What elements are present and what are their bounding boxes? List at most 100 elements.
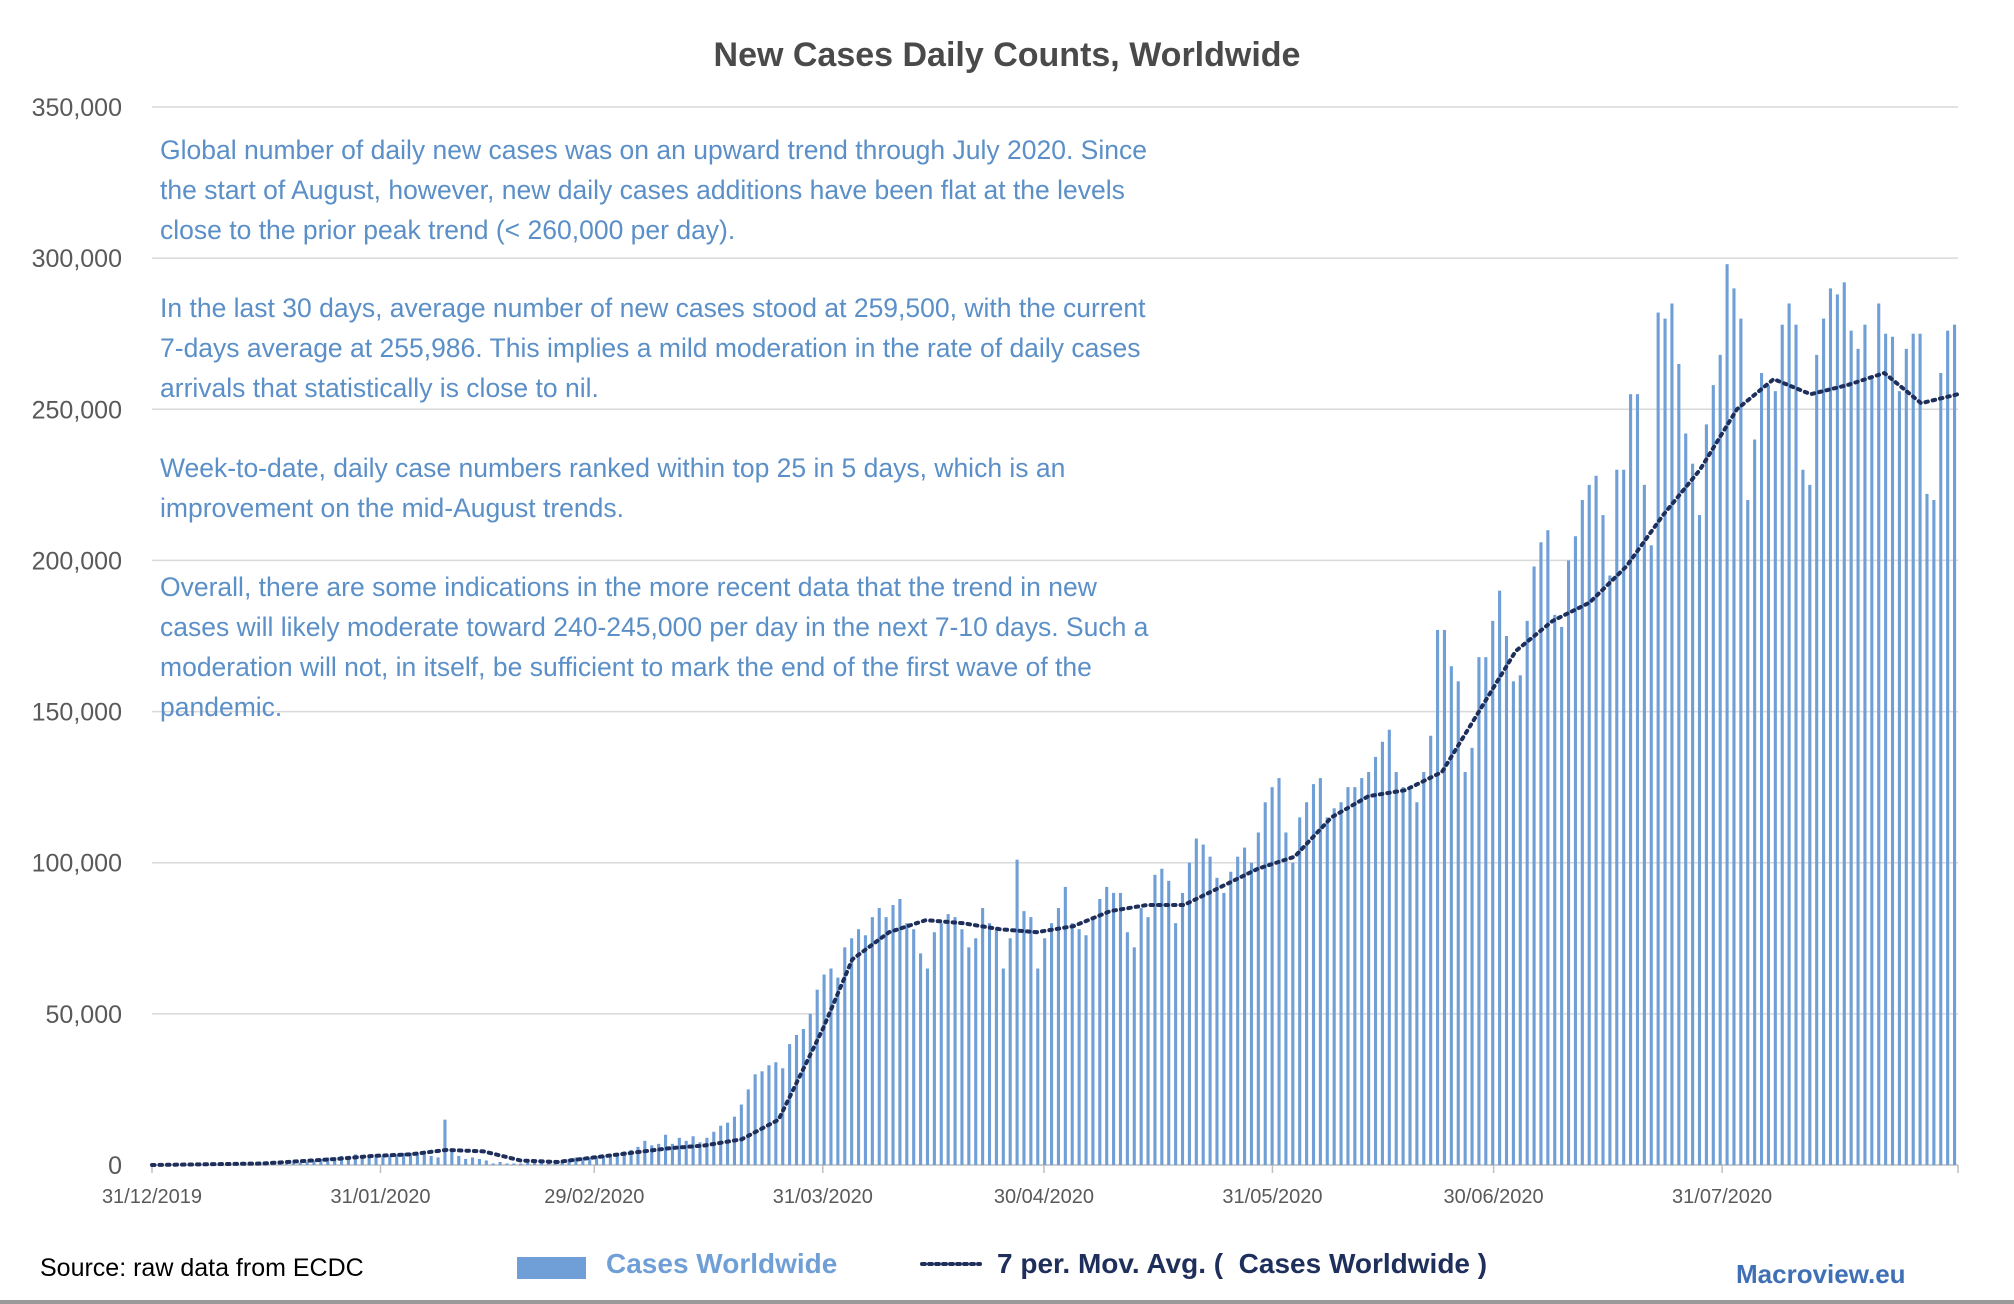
case-bar [319,1158,323,1165]
case-bar [698,1142,702,1165]
legend-line-label: 7 per. Mov. Avg. ( Cases Worldwide ) [997,1248,1488,1279]
case-bar [1318,778,1322,1165]
case-bar [967,947,971,1165]
case-bar [863,935,867,1165]
brand-logo-text[interactable]: Macroview.eu [1736,1259,1906,1289]
case-bar [746,1089,750,1165]
case-bar [408,1152,413,1165]
case-bar [1491,620,1495,1165]
case-bar [1801,469,1805,1165]
case-bar [739,1104,743,1165]
case-bar [932,932,936,1165]
case-bar [1828,288,1833,1165]
case-bar [588,1157,592,1165]
case-bar [346,1155,351,1165]
case-bar [1263,802,1267,1165]
case-bar [470,1157,475,1165]
case-bar [1670,303,1674,1165]
case-bar [1284,832,1288,1165]
case-bar [1077,929,1081,1165]
case-bar [1180,892,1185,1165]
case-bar [1187,862,1191,1165]
case-bar [443,1119,447,1165]
case-bar [1305,802,1309,1165]
case-bar [1932,499,1936,1165]
x-tick-label: 31/05/2020 [1222,1186,1322,1208]
case-bar [1711,385,1715,1165]
case-bar [388,1155,392,1165]
case-bar [1759,373,1764,1165]
case-bar [1008,938,1012,1165]
case-bar [1436,629,1440,1165]
case-bar [395,1154,399,1165]
case-bar [505,1163,509,1165]
case-bar [1608,575,1612,1165]
annotation-paragraph-4: Overall, there are some indications in t… [160,572,1149,722]
case-bar [1380,741,1384,1165]
case-bar [1243,847,1247,1165]
case-bar [1132,947,1136,1165]
case-bar [422,1154,426,1165]
case-bar [1511,681,1515,1165]
case-bar [684,1140,688,1165]
case-bar [402,1152,406,1165]
case-bar [925,968,930,1165]
case-bar [1194,838,1198,1165]
case-bar [850,938,854,1165]
source-note: Source: raw data from ECDC [40,1254,364,1282]
case-bar [1270,787,1274,1165]
case-bar [595,1155,599,1165]
legend-line-swatch [920,1262,982,1266]
case-bar [574,1157,578,1165]
case-bar [1842,282,1846,1166]
case-bar [1870,379,1874,1165]
case-bar [788,1044,792,1165]
case-bar [436,1157,440,1165]
case-bar [905,923,909,1165]
case-bar [1050,923,1054,1165]
case-bar [1229,871,1233,1165]
case-bar [719,1125,723,1165]
case-bar [1422,772,1426,1165]
case-bar [1153,874,1157,1165]
x-tick-label: 31/03/2020 [773,1186,873,1208]
case-bar [1291,862,1295,1165]
case-bar [1649,545,1653,1165]
case-bar [1394,772,1398,1165]
case-bar [1822,318,1826,1166]
case-bar [1753,439,1757,1165]
case-bar [1249,862,1254,1165]
case-bar [960,929,964,1165]
y-tick-label: 0 [108,1152,122,1180]
case-bar [622,1151,626,1165]
case-bar [1084,935,1088,1165]
case-bar [1477,657,1481,1165]
case-bar [298,1162,302,1165]
case-bar [1780,324,1784,1165]
case-bar [822,974,826,1165]
case-bar [1946,330,1950,1166]
case-bar [1118,892,1123,1165]
case-bar [843,947,847,1165]
case-bar [367,1155,371,1165]
case-bar [1429,735,1433,1165]
case-bar [760,1071,764,1165]
case-bar [1573,536,1577,1165]
case-bar [726,1122,730,1165]
case-bar [1539,542,1543,1165]
case-bar [1091,917,1095,1165]
case-bar [1904,348,1908,1165]
case-bar [884,917,888,1165]
case-bar [987,923,992,1165]
case-bar [1415,802,1419,1165]
chart-title: New Cases Daily Counts, Worldwide [713,36,1301,74]
case-bar [781,1068,785,1165]
case-bar [774,1062,778,1165]
case-bar [1718,354,1722,1166]
case-bar [1139,908,1143,1165]
case-bar [808,1013,812,1165]
case-bar [1835,294,1839,1166]
case-bar [1043,938,1047,1165]
case-bar [1594,475,1598,1165]
case-bar [491,1163,495,1165]
